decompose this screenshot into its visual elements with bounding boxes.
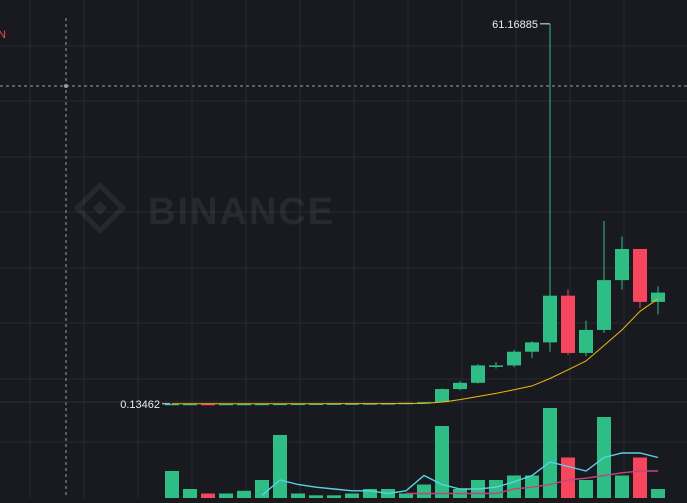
volume-bar [273, 435, 287, 498]
candle-body [561, 295, 575, 353]
candle-body [183, 403, 197, 406]
volume-bars [165, 408, 665, 498]
candle [435, 388, 449, 403]
candle-body [273, 403, 287, 406]
volume-bar [165, 471, 179, 498]
volume-bar [183, 489, 197, 498]
candle-body [417, 402, 431, 404]
volume-bar [327, 495, 341, 498]
volume-ma-fast [261, 452, 659, 496]
low-label-group: 0.13462 [120, 399, 170, 411]
volume-bar [579, 480, 593, 498]
volume-bar [615, 475, 629, 498]
high-label-group: 61.16885 [492, 19, 550, 31]
candle-body [507, 351, 521, 366]
candle-body [651, 292, 665, 302]
volume-bar [255, 480, 269, 498]
candle-body [165, 403, 179, 406]
candle-body [291, 403, 305, 406]
candle [543, 23, 557, 352]
volume-ma-lines [261, 452, 659, 496]
candle-body [345, 403, 359, 405]
candle [651, 286, 665, 315]
candle-body [525, 342, 539, 352]
candle [417, 402, 431, 404]
candle-body [633, 249, 647, 302]
volume-bar [363, 489, 377, 498]
candle-body [597, 280, 611, 330]
volume-bar [345, 493, 359, 498]
volume-bar [417, 484, 431, 498]
candle-body [237, 403, 251, 406]
volume-bar [435, 426, 449, 498]
candle-body [309, 403, 323, 406]
volume-bar [633, 457, 647, 498]
volume-bar [309, 495, 323, 498]
volume-bar [543, 408, 557, 498]
volume-ma-slow [406, 470, 658, 495]
candle-body [489, 365, 503, 367]
volume-bar [201, 493, 215, 498]
low-price-label: 0.13462 [120, 399, 160, 411]
candle [471, 364, 485, 384]
volume-bar [219, 493, 233, 498]
volume-bar [561, 457, 575, 498]
candle-body [615, 249, 629, 281]
candle-body [579, 329, 593, 353]
volume-bar [651, 489, 665, 498]
candle [579, 320, 593, 357]
candles [165, 23, 665, 406]
candle [615, 236, 629, 290]
candle [597, 220, 611, 334]
candle-body [543, 295, 557, 343]
candle-body [219, 403, 233, 406]
ma-line [172, 298, 659, 405]
candle-body [327, 403, 341, 405]
volume-bar [489, 480, 503, 498]
candle [453, 380, 467, 391]
header-partial-label: N [0, 29, 6, 41]
candle [489, 362, 503, 369]
high-price-label: 61.16885 [492, 19, 538, 31]
candle [507, 349, 521, 368]
binance-watermark: BINANCE [73, 181, 335, 235]
watermark-text: BINANCE [148, 191, 335, 233]
volume-bar [237, 490, 251, 498]
candle-body [435, 389, 449, 403]
candle-body [453, 382, 467, 390]
candle-body [201, 403, 215, 406]
volume-bar [507, 475, 521, 498]
volume-bar [291, 493, 305, 498]
candle [525, 341, 539, 358]
candle [561, 289, 575, 355]
crosshair [0, 18, 687, 498]
candle-body [471, 365, 485, 383]
candle-body [255, 403, 269, 406]
volume-bar [399, 493, 413, 498]
candle [633, 249, 647, 309]
